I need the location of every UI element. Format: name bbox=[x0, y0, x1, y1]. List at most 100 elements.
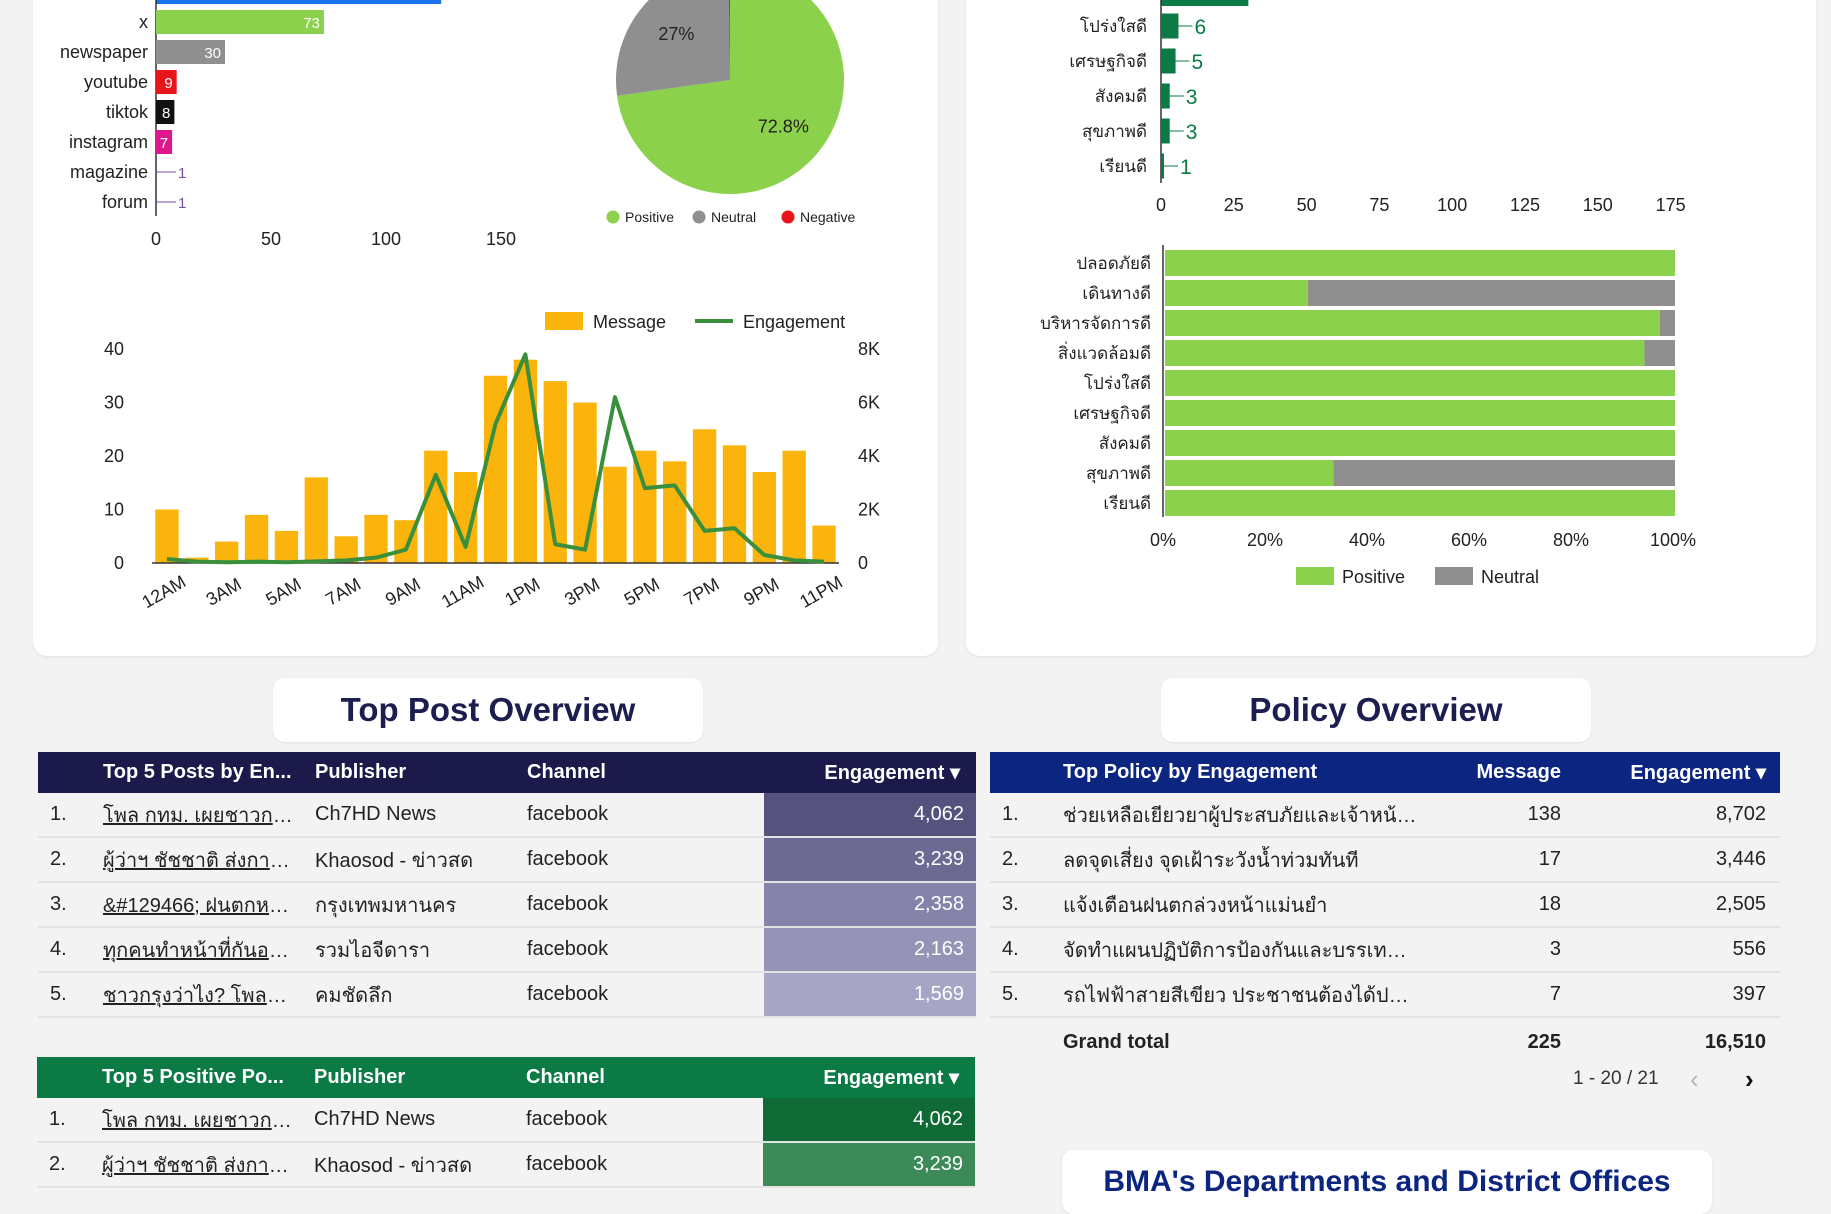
row-number: 2. bbox=[37, 1142, 94, 1188]
engagement-value: 3,239 bbox=[763, 1142, 975, 1188]
message-bar-7 bbox=[364, 514, 388, 563]
channel-value-tiktok: 8 bbox=[162, 105, 170, 122]
channel-x-tick-0: 0 bbox=[151, 229, 161, 249]
policy-sent-label-7: สุขภาพดี bbox=[1086, 464, 1151, 484]
sentiment-pie-chart: 72.8% 27% Positive Neutral Negative bbox=[606, 0, 855, 225]
post-title-link[interactable]: ผู้ว่าฯ ชัชชาติ ส่งการบ้าน ... bbox=[94, 1142, 306, 1188]
policy-sent-legend-neutral-swatch bbox=[1435, 567, 1473, 585]
policy-sent-neutral-1 bbox=[1307, 280, 1675, 306]
top-posts-row: 3. &#129466; ฝนตกหนัก ... กรุงเทพมหานคร fac… bbox=[38, 882, 976, 928]
channel-x-tick-100: 100 bbox=[371, 229, 401, 249]
channel: facebook bbox=[519, 882, 764, 928]
policy-sent-neutral-2 bbox=[1659, 310, 1675, 336]
row-number: 4. bbox=[990, 927, 1055, 973]
policy-engagement: 2,505 bbox=[1575, 882, 1780, 928]
row-number: 4. bbox=[38, 927, 95, 973]
right-tick-0: 0 bbox=[858, 553, 868, 573]
legend-message: Message bbox=[593, 312, 666, 332]
message-bar-3 bbox=[244, 514, 269, 563]
policy-sent-label-1: เดินทางดี bbox=[1082, 284, 1151, 303]
hour-label-3PM: 3PM bbox=[561, 574, 603, 610]
channel-value-newspaper: 30 bbox=[204, 45, 221, 62]
policy-sent-label-6: สังคมดี bbox=[1099, 434, 1151, 453]
publisher: Ch7HD News bbox=[307, 793, 519, 838]
policy-count-label-1: เศรษฐกิจดี bbox=[1069, 52, 1147, 72]
channel-label-x: x bbox=[139, 12, 148, 32]
channel-x-tick-150: 150 bbox=[486, 229, 516, 249]
hour-label-7AM: 7AM bbox=[322, 574, 364, 610]
channel-label-forum: forum bbox=[102, 192, 148, 212]
grand-total-engagement: 16,510 bbox=[1704, 1030, 1766, 1053]
row-number: 1. bbox=[37, 1098, 94, 1143]
publisher: Khaosod - ข่าวสด bbox=[307, 837, 519, 883]
policy-sent-neutral-7 bbox=[1333, 460, 1675, 486]
post-title-link[interactable]: ผู้ว่าฯ ชัชชาติ ส่งการบ้าน ... bbox=[95, 837, 307, 883]
policy-sent-label-5: เศรษฐกิจดี bbox=[1073, 404, 1151, 424]
message-bar-0 bbox=[155, 509, 179, 563]
channel: facebook bbox=[519, 837, 764, 883]
policy-count-tick-25: 25 bbox=[1224, 195, 1244, 215]
positive-posts-header-1: Publisher bbox=[306, 1057, 518, 1098]
row-number-header bbox=[990, 752, 1055, 793]
row-number: 1. bbox=[38, 793, 95, 838]
engagement-value: 4,062 bbox=[763, 1098, 975, 1143]
policy-sent-positive-5 bbox=[1165, 400, 1675, 426]
left-tick-40: 40 bbox=[104, 339, 124, 359]
policy-count-bar-top bbox=[1161, 0, 1249, 6]
policy-sent-tick-1: 20% bbox=[1247, 530, 1283, 550]
right-tick-2K: 2K bbox=[858, 500, 880, 520]
policy-sent-positive-8 bbox=[1165, 490, 1675, 516]
policy-message-count: 138 bbox=[1425, 793, 1575, 838]
channel-label-newspaper: newspaper bbox=[60, 42, 148, 62]
channel-label-tiktok: tiktok bbox=[106, 102, 149, 122]
post-title-link[interactable]: โพล กทม. เผยชาวกรุง 64... bbox=[95, 793, 307, 838]
policy-count-label-4: เรียนดี bbox=[1099, 157, 1147, 176]
pager-prev-button[interactable]: ‹ bbox=[1690, 1064, 1699, 1094]
hour-label-11AM: 11AM bbox=[438, 572, 488, 612]
positive-posts-header-3[interactable]: Engagement ▾ bbox=[763, 1057, 975, 1098]
pie-legend-swatch-positive bbox=[606, 210, 620, 224]
channel-value-youtube: 9 bbox=[164, 75, 172, 92]
policy-engagement: 3,446 bbox=[1575, 837, 1780, 883]
channel: facebook bbox=[518, 1098, 763, 1143]
positive-posts-row: 1.โพล กทม. เผยชาวกรุง 64...Ch7HD Newsfac… bbox=[37, 1098, 975, 1143]
policy-sent-neutral-3 bbox=[1644, 340, 1675, 366]
channel-label-magazine: magazine bbox=[70, 162, 148, 182]
row-number-header bbox=[38, 752, 95, 793]
engagement-value: 2,163 bbox=[764, 927, 976, 973]
channel-x-tick-50: 50 bbox=[261, 229, 281, 249]
engagement-value: 1,569 bbox=[764, 972, 976, 1018]
policy-name: แจ้งเตือนฝนตกล่วงหน้าแม่นยำ bbox=[1055, 882, 1425, 928]
publisher: Khaosod - ข่าวสด bbox=[306, 1142, 518, 1188]
top-posts-row: 5.ชาวกรุงว่าไง? โพลส่วนให...คมชัดลึกface… bbox=[38, 972, 976, 1018]
policy-name: รถไฟฟ้าสายสีเขียว ประชาชนต้องได้ประโ... bbox=[1055, 972, 1425, 1018]
row-number: 5. bbox=[990, 972, 1055, 1018]
policy-message-count: 17 bbox=[1425, 837, 1575, 883]
policy-sent-positive-4 bbox=[1165, 370, 1675, 396]
post-title-link[interactable]: ชาวกรุงว่าไง? โพลส่วนให... bbox=[95, 972, 307, 1018]
policy-header-2[interactable]: Engagement ▾ bbox=[1575, 752, 1780, 793]
policy-count-value-0: 6 bbox=[1194, 16, 1206, 39]
message-bar-9 bbox=[424, 450, 448, 563]
channel-bar-x bbox=[156, 10, 324, 34]
policy-row: 5. รถไฟฟ้าสายสีเขียว ประชาชนต้องได้ประโ..… bbox=[990, 972, 1780, 1018]
policy-pager-label: 1 - 20 / 21 bbox=[1573, 1068, 1659, 1089]
row-number: 2. bbox=[990, 837, 1055, 883]
pager-next-button[interactable]: › bbox=[1745, 1064, 1754, 1094]
pie-label-neutral: 27% bbox=[658, 24, 694, 44]
hour-label-5AM: 5AM bbox=[262, 574, 304, 610]
engagement-value: 3,239 bbox=[764, 837, 976, 883]
post-title-link[interactable]: &#129466; ฝนตกหนัก ... bbox=[95, 882, 307, 928]
message-bar-5 bbox=[304, 477, 328, 563]
top-posts-header-3[interactable]: Engagement ▾ bbox=[764, 752, 976, 793]
message-bar-22 bbox=[812, 525, 836, 563]
top-posts-row: 1.โพล กทม. เผยชาวกรุง 64...Ch7HD Newsfac… bbox=[38, 793, 976, 838]
message-bar-21 bbox=[782, 450, 806, 563]
pie-legend-negative: Negative bbox=[800, 209, 855, 225]
post-title-link[interactable]: ทุกคนทำหน้าที่กันอย่างสุด... bbox=[95, 927, 307, 973]
post-title-link[interactable]: โพล กทม. เผยชาวกรุง 64... bbox=[94, 1098, 306, 1143]
policy-count-tick-175: 175 bbox=[1656, 195, 1686, 215]
policy-sent-tick-0: 0% bbox=[1150, 530, 1176, 550]
policy-sent-positive-1 bbox=[1165, 280, 1308, 306]
policy-count-tick-50: 50 bbox=[1297, 195, 1317, 215]
